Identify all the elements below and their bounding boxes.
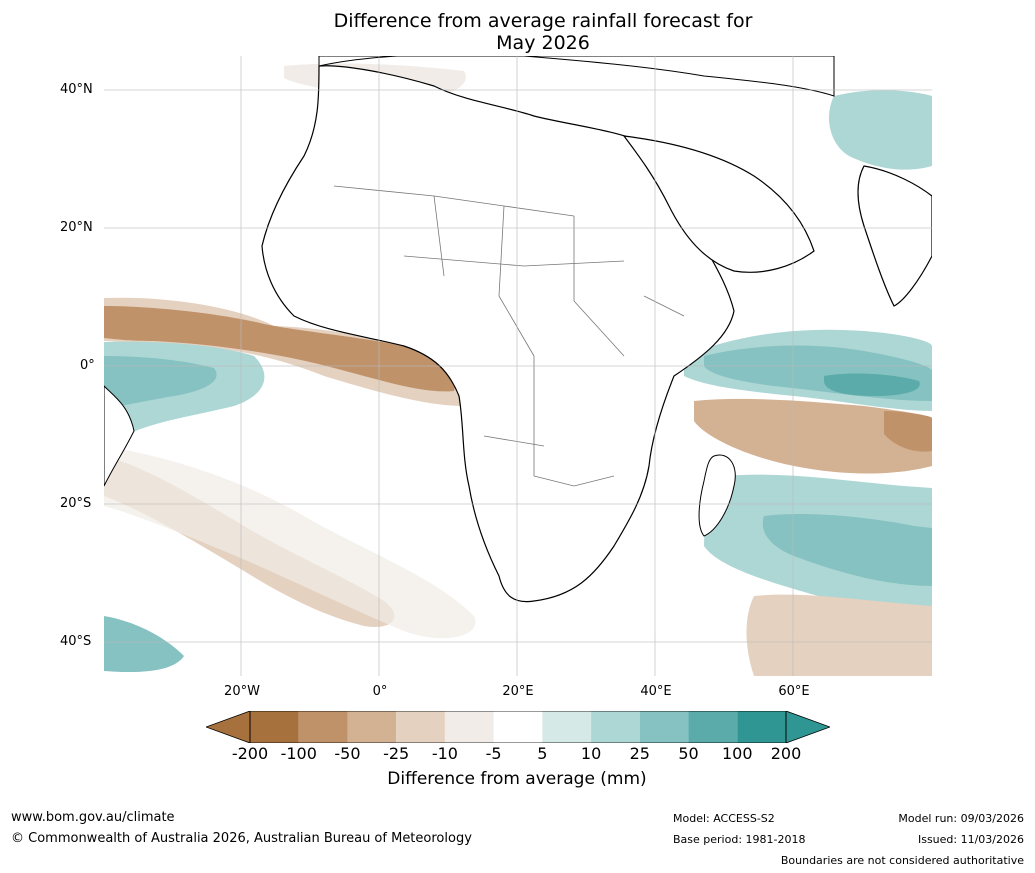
lon-label-0: 0° — [372, 684, 388, 699]
colorbar-tick-label: 5 — [537, 744, 548, 763]
lon-label-20w: 20°W — [224, 684, 260, 699]
footer-website[interactable]: www.bom.gov.au/climate — [11, 810, 175, 825]
colorbar-right-arrow — [785, 711, 830, 743]
wet-region-iran — [829, 90, 932, 170]
colorbar-label: Difference from average (mm) — [387, 769, 647, 789]
dry-region-indian-ocean-core — [884, 411, 932, 452]
country-borders — [333, 185, 685, 487]
dry-region-south-atlantic-faint — [104, 446, 476, 639]
colorbar-segment — [396, 711, 445, 743]
colorbar-frame — [249, 711, 787, 743]
colorbar-tick-label: 25 — [629, 744, 650, 763]
lat-label-20s: 20°S — [60, 496, 92, 511]
wet-region-south-atlantic-core — [104, 356, 217, 408]
colorbar-tick-label: -100 — [280, 744, 317, 763]
dry-region-southern-ocean — [746, 594, 932, 676]
colorbar-tick-label: -50 — [334, 744, 361, 763]
lat-label-equator: 0° — [80, 358, 95, 373]
colorbar-segments — [250, 711, 786, 743]
colorbar — [206, 711, 830, 743]
footer-disclaimer: Boundaries are not considered authoritat… — [780, 854, 1024, 867]
lat-label-20n: 20°N — [60, 220, 93, 235]
colorbar-tick-label: 100 — [721, 744, 753, 763]
colorbar-tick-label: -25 — [383, 744, 410, 763]
footer-model: Model: ACCESS-S2 — [673, 812, 775, 825]
rainfall-map-svg — [104, 56, 932, 676]
colorbar-segment — [444, 711, 494, 743]
colorbar-tick-label: 10 — [580, 744, 602, 763]
dry-region-gulf-of-guinea-core — [104, 306, 455, 392]
rainfall-map — [104, 56, 932, 676]
colorbar-tick-label: -10 — [431, 744, 458, 763]
footer-base-period: Base period: 1981-2018 — [673, 833, 806, 846]
colorbar-segment — [591, 711, 640, 743]
map-title: Difference from average rainfall forecas… — [0, 10, 1035, 54]
colorbar-segment — [493, 711, 543, 743]
colorbar-segment — [737, 711, 786, 743]
footer-model-run: Model run: 09/03/2026 — [898, 812, 1024, 825]
footer-issued: Issued: 11/03/2026 — [917, 833, 1024, 846]
colorbar-segment — [250, 711, 299, 743]
lon-label-60e: 60°E — [778, 684, 810, 699]
arabian-peninsula-coastline — [622, 135, 815, 273]
footer-copyright: © Commonwealth of Australia 2026, Austra… — [11, 831, 472, 846]
wet-region-indian-ocean-strong — [824, 373, 920, 396]
lon-label-40e: 40°E — [640, 684, 672, 699]
map-title-line1: Difference from average rainfall forecas… — [333, 10, 753, 32]
colorbar-segment — [298, 711, 348, 743]
madagascar-coastline — [698, 454, 736, 537]
africa-coastline — [261, 65, 735, 603]
colorbar-segment — [347, 711, 397, 743]
colorbar-left-arrow — [206, 711, 251, 743]
map-title-line2: May 2026 — [496, 32, 590, 54]
lon-label-20e: 20°E — [502, 684, 534, 699]
dry-region-indian-ocean — [694, 398, 932, 474]
colorbar-segment — [542, 711, 592, 743]
wet-region-south-indian-ocean-core — [762, 514, 932, 586]
colorbar-tick-label: -200 — [231, 744, 269, 763]
colorbar-segment — [688, 711, 738, 743]
continent-outlines — [104, 56, 932, 603]
wet-region-southern-atlantic — [104, 616, 184, 673]
colorbar-tick-label: -5 — [485, 744, 502, 763]
lat-label-40n: 40°N — [60, 82, 93, 97]
lat-label-40s: 40°S — [60, 634, 92, 649]
colorbar-tick-label: 50 — [678, 744, 699, 763]
india-coastline — [857, 165, 932, 307]
europe-coastline — [318, 56, 835, 97]
gridlines — [104, 56, 932, 676]
colorbar-segment — [639, 711, 689, 743]
south-america-coastline — [104, 385, 135, 487]
colorbar-tick-label: 200 — [770, 744, 802, 763]
